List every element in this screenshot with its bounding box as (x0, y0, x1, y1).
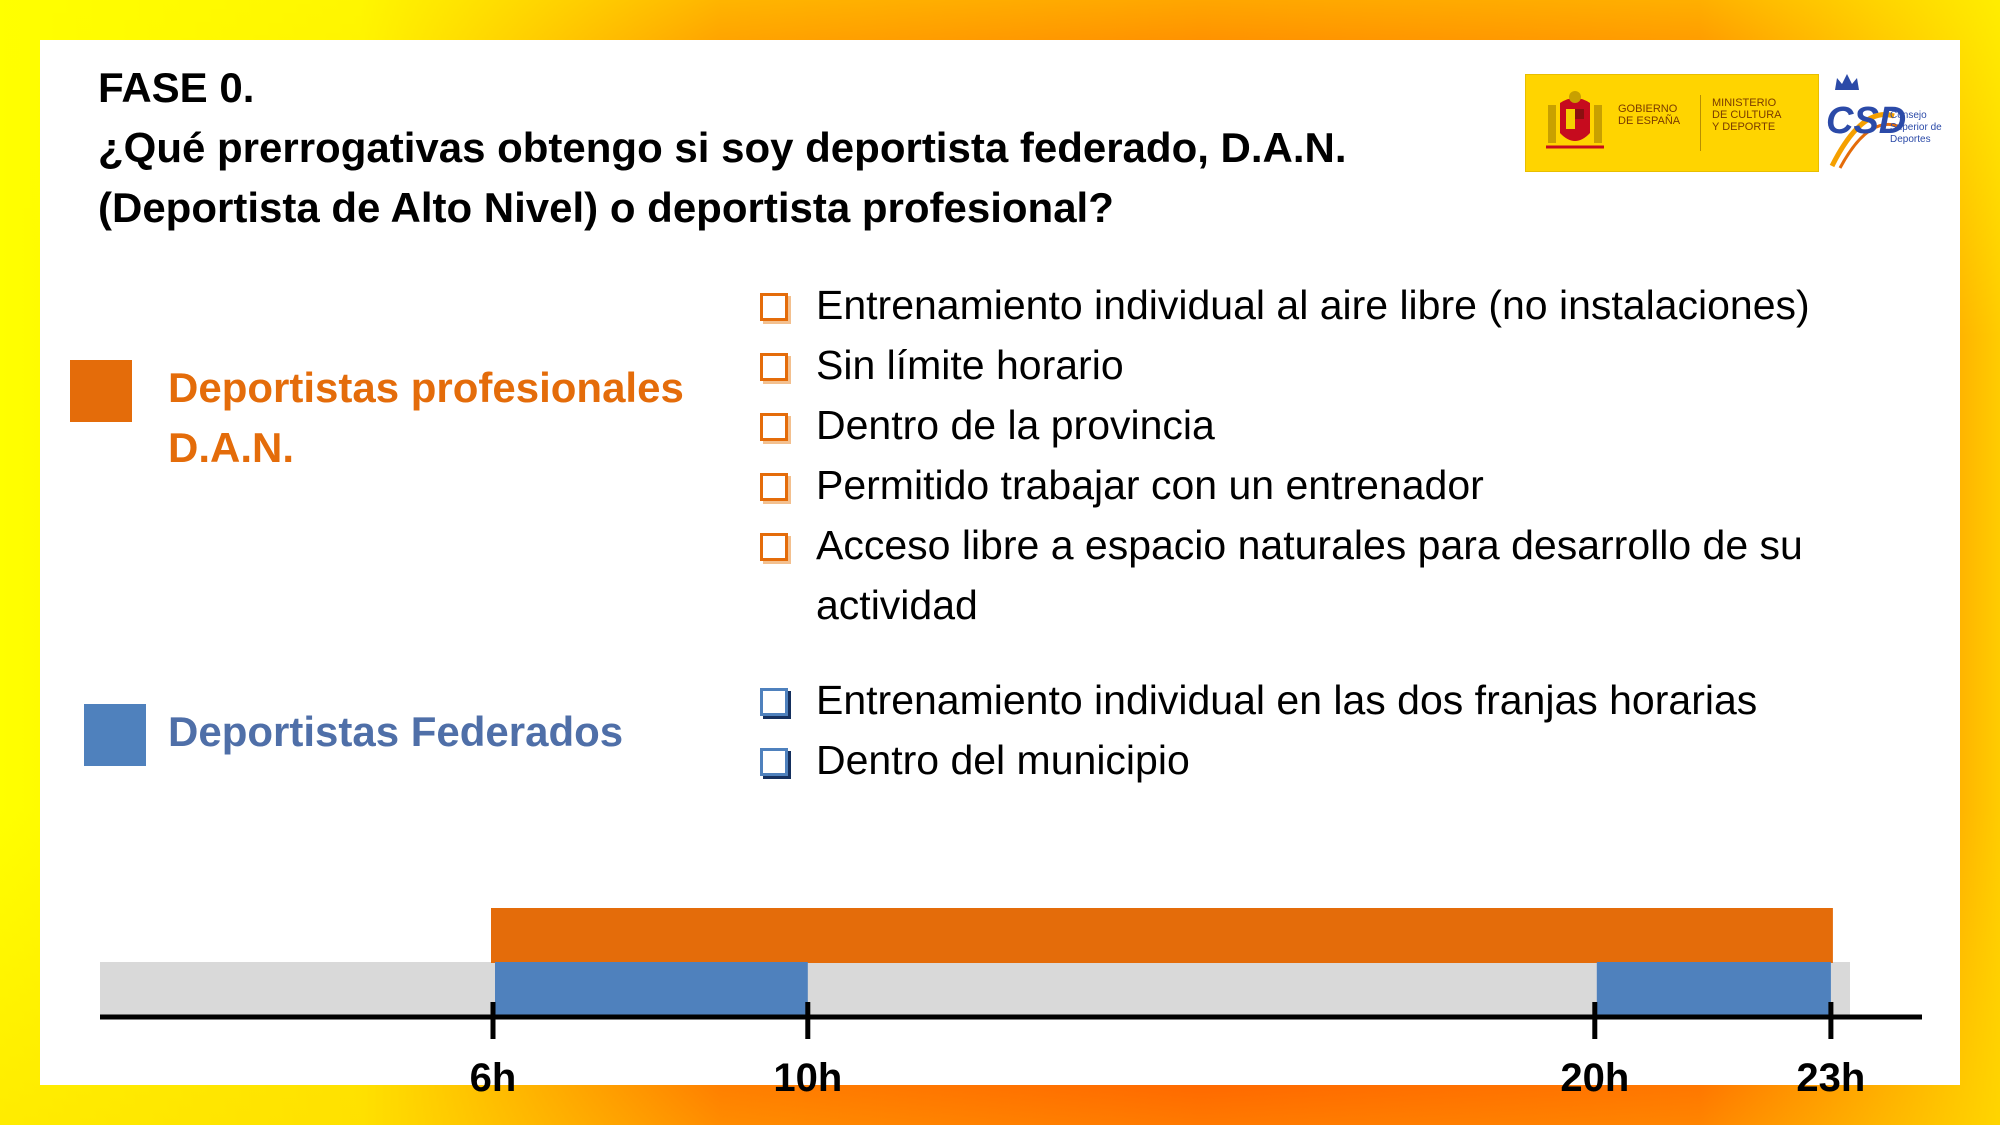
list-item: Sin límite horario (758, 335, 1810, 395)
gobierno-espana-logo: GOBIERNO DE ESPAÑA MINISTERIO DE CULTURA… (1525, 74, 1819, 172)
professional-time-bar (491, 908, 1833, 963)
title-line-3: (Deportista de Alto Nivel) o deportista … (98, 184, 1114, 231)
federated-time-bar-evening (1596, 962, 1831, 1017)
checkbox-icon (760, 533, 788, 561)
professional-list: Entrenamiento individual al aire libre (… (758, 275, 1810, 635)
professional-line-1: Deportistas profesionales (168, 364, 684, 411)
checkbox-icon (760, 413, 788, 441)
list-item-text: Entrenamiento individual en las dos fran… (816, 677, 1758, 723)
tick-label-6h: 6h (470, 1056, 517, 1100)
professional-legend-square (70, 360, 132, 422)
gobierno-text: GOBIERNO DE ESPAÑA (1618, 103, 1680, 127)
gov-line-2: DE ESPAÑA (1618, 115, 1681, 127)
federated-legend-square (84, 704, 146, 766)
list-item-text: Acceso libre a espacio naturales para de… (816, 522, 1803, 568)
crown-icon (1835, 74, 1859, 90)
professional-legend-label: Deportistas profesionales D.A.N. (168, 358, 684, 478)
timeline-chart: 6h 10h 20h 23h (100, 908, 1922, 1100)
ministerio-text: MINISTERIO DE CULTURA Y DEPORTE (1712, 97, 1781, 133)
list-item-text: actividad (816, 582, 978, 628)
list-item-text: Dentro del municipio (816, 737, 1190, 783)
gov-line-1: GOBIERNO (1618, 103, 1678, 115)
list-item: Entrenamiento individual en las dos fran… (758, 670, 1757, 730)
checkbox-icon (760, 748, 788, 776)
timeline-background-bar (100, 962, 1850, 1017)
list-item: Dentro del municipio (758, 730, 1757, 790)
checkbox-icon (760, 473, 788, 501)
list-item-text: Permitido trabajar con un entrenador (816, 462, 1484, 508)
min-line-2: DE CULTURA (1712, 109, 1782, 121)
list-item-continuation: actividad (758, 575, 1810, 635)
federated-list: Entrenamiento individual en las dos fran… (758, 670, 1757, 790)
slide-panel: FASE 0. ¿Qué prerrogativas obtengo si so… (40, 40, 1960, 1100)
min-line-3: Y DEPORTE (1712, 121, 1776, 133)
logo-divider (1700, 95, 1701, 151)
professional-line-2: D.A.N. (168, 424, 294, 471)
checkbox-icon (760, 353, 788, 381)
list-item-text: Sin límite horario (816, 342, 1124, 388)
csd-subtitle: Consejo Superior de Deportes (1890, 110, 1942, 146)
list-item-text: Entrenamiento individual al aire libre (… (816, 282, 1810, 328)
list-item: Entrenamiento individual al aire libre (… (758, 275, 1810, 335)
checkbox-icon (760, 688, 788, 716)
title-line-2: ¿Qué prerrogativas obtengo si soy deport… (98, 124, 1347, 171)
checkbox-icon (760, 293, 788, 321)
tick-label-20h: 20h (1560, 1056, 1629, 1100)
list-item-text: Dentro de la provincia (816, 402, 1215, 448)
csd-sub-3: Deportes (1890, 134, 1931, 145)
slide-title: FASE 0. ¿Qué prerrogativas obtengo si so… (98, 58, 1498, 238)
tick-label-10h: 10h (773, 1056, 842, 1100)
spain-crest-icon (1546, 91, 1604, 149)
timeline-ticks: 6h 10h 20h 23h (470, 1002, 1865, 1100)
list-item: Dentro de la provincia (758, 395, 1810, 455)
federated-time-bar-morning (495, 962, 808, 1017)
list-item: Acceso libre a espacio naturales para de… (758, 515, 1810, 575)
csd-swoosh-icon (1829, 112, 1899, 169)
csd-word: CSD (1826, 100, 1907, 142)
federated-legend-label: Deportistas Federados (168, 708, 624, 755)
min-line-1: MINISTERIO (1712, 97, 1777, 109)
title-line-1: FASE 0. (98, 64, 255, 111)
csd-logo: CSD Consejo Superior de Deportes (1822, 70, 1947, 180)
csd-sub-1: Consejo (1890, 110, 1927, 121)
list-item: Permitido trabajar con un entrenador (758, 455, 1810, 515)
tick-label-23h: 23h (1796, 1056, 1865, 1100)
csd-sub-2: Superior de (1890, 122, 1942, 133)
